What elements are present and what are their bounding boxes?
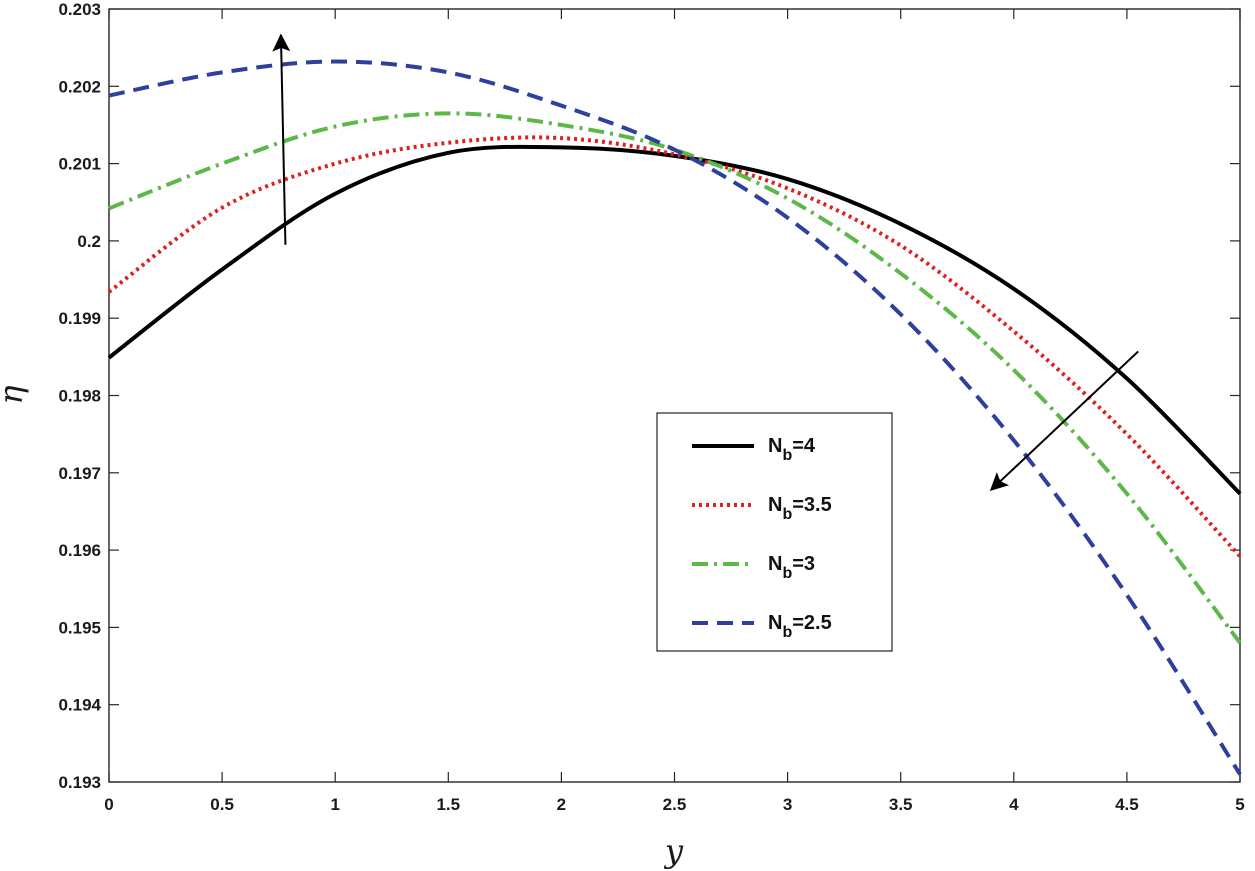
legend-label-value: =4 [792,435,816,457]
y-tick-label: 0.194 [58,696,101,715]
annotations [272,33,1139,492]
y-tick-label: 0.198 [58,387,101,406]
series-layer [107,59,1242,776]
x-axis-label: y [663,832,684,870]
x-tick-label: 0.5 [210,795,234,814]
legend-label-value: =3.5 [792,494,831,516]
x-tick-label: 1.5 [436,795,460,814]
legend-label-subscript: b [782,506,792,523]
legend-label-main: N [768,435,782,457]
legend-box [656,412,893,652]
legend: Nb=4Nb=3.5Nb=3Nb=2.5 [656,412,893,652]
y-tick-label: 0.199 [58,309,101,328]
x-tick-label: 5 [1235,795,1244,814]
legend-label-1: Nb=3.5 [768,494,832,523]
x-tick-label: 1 [330,795,339,814]
series-line-1 [107,135,1242,558]
y-tick-label: 0.195 [58,618,101,637]
x-tick-label: 3 [783,795,792,814]
x-tick-label: 2 [557,795,566,814]
x-axis: 0 0.5 1 1.5 2 2.5 3 3.5 4 4.5 5 [104,9,1245,814]
legend-label-3: Nb=2.5 [768,612,832,641]
x-tick-label: 4.5 [1115,795,1139,814]
y-tick-label: 0.197 [58,464,101,483]
legend-label-main: N [768,553,782,575]
y-axis: 0.193 0.194 0.195 0.196 0.197 0.198 0.199 0.2 0.… [58,0,1240,792]
x-tick-label: 3.5 [889,795,913,814]
y-tick-label: 0.196 [58,541,101,560]
legend-label-main: N [768,494,782,516]
x-tick-label: 2.5 [663,795,687,814]
y-tick-label: 0.193 [58,773,101,792]
legend-label-subscript: b [782,565,792,582]
legend-label-2: Nb=3 [768,553,815,582]
y-tick-label: 0.203 [58,0,101,19]
series-line-3 [108,59,1242,776]
series-line-2 [108,111,1242,645]
y-tick-label: 0.2 [77,232,101,251]
plot-frame [108,8,1241,783]
annotation-arrow-0 [272,33,291,245]
legend-label-value: =2.5 [792,612,831,634]
legend-label-subscript: b [782,447,792,464]
legend-label-main: N [768,612,782,634]
y-axis-label: η [0,385,30,404]
y-tick-label: 0.202 [58,77,101,96]
y-tick-label: 0.201 [58,155,101,174]
x-tick-label: 4 [1009,795,1019,814]
x-tick-label: 0 [104,795,113,814]
legend-label-0: Nb=4 [768,435,816,464]
legend-label-value: =3 [792,553,815,575]
legend-label-subscript: b [782,624,792,641]
annotation-arrow-1 [989,350,1139,492]
